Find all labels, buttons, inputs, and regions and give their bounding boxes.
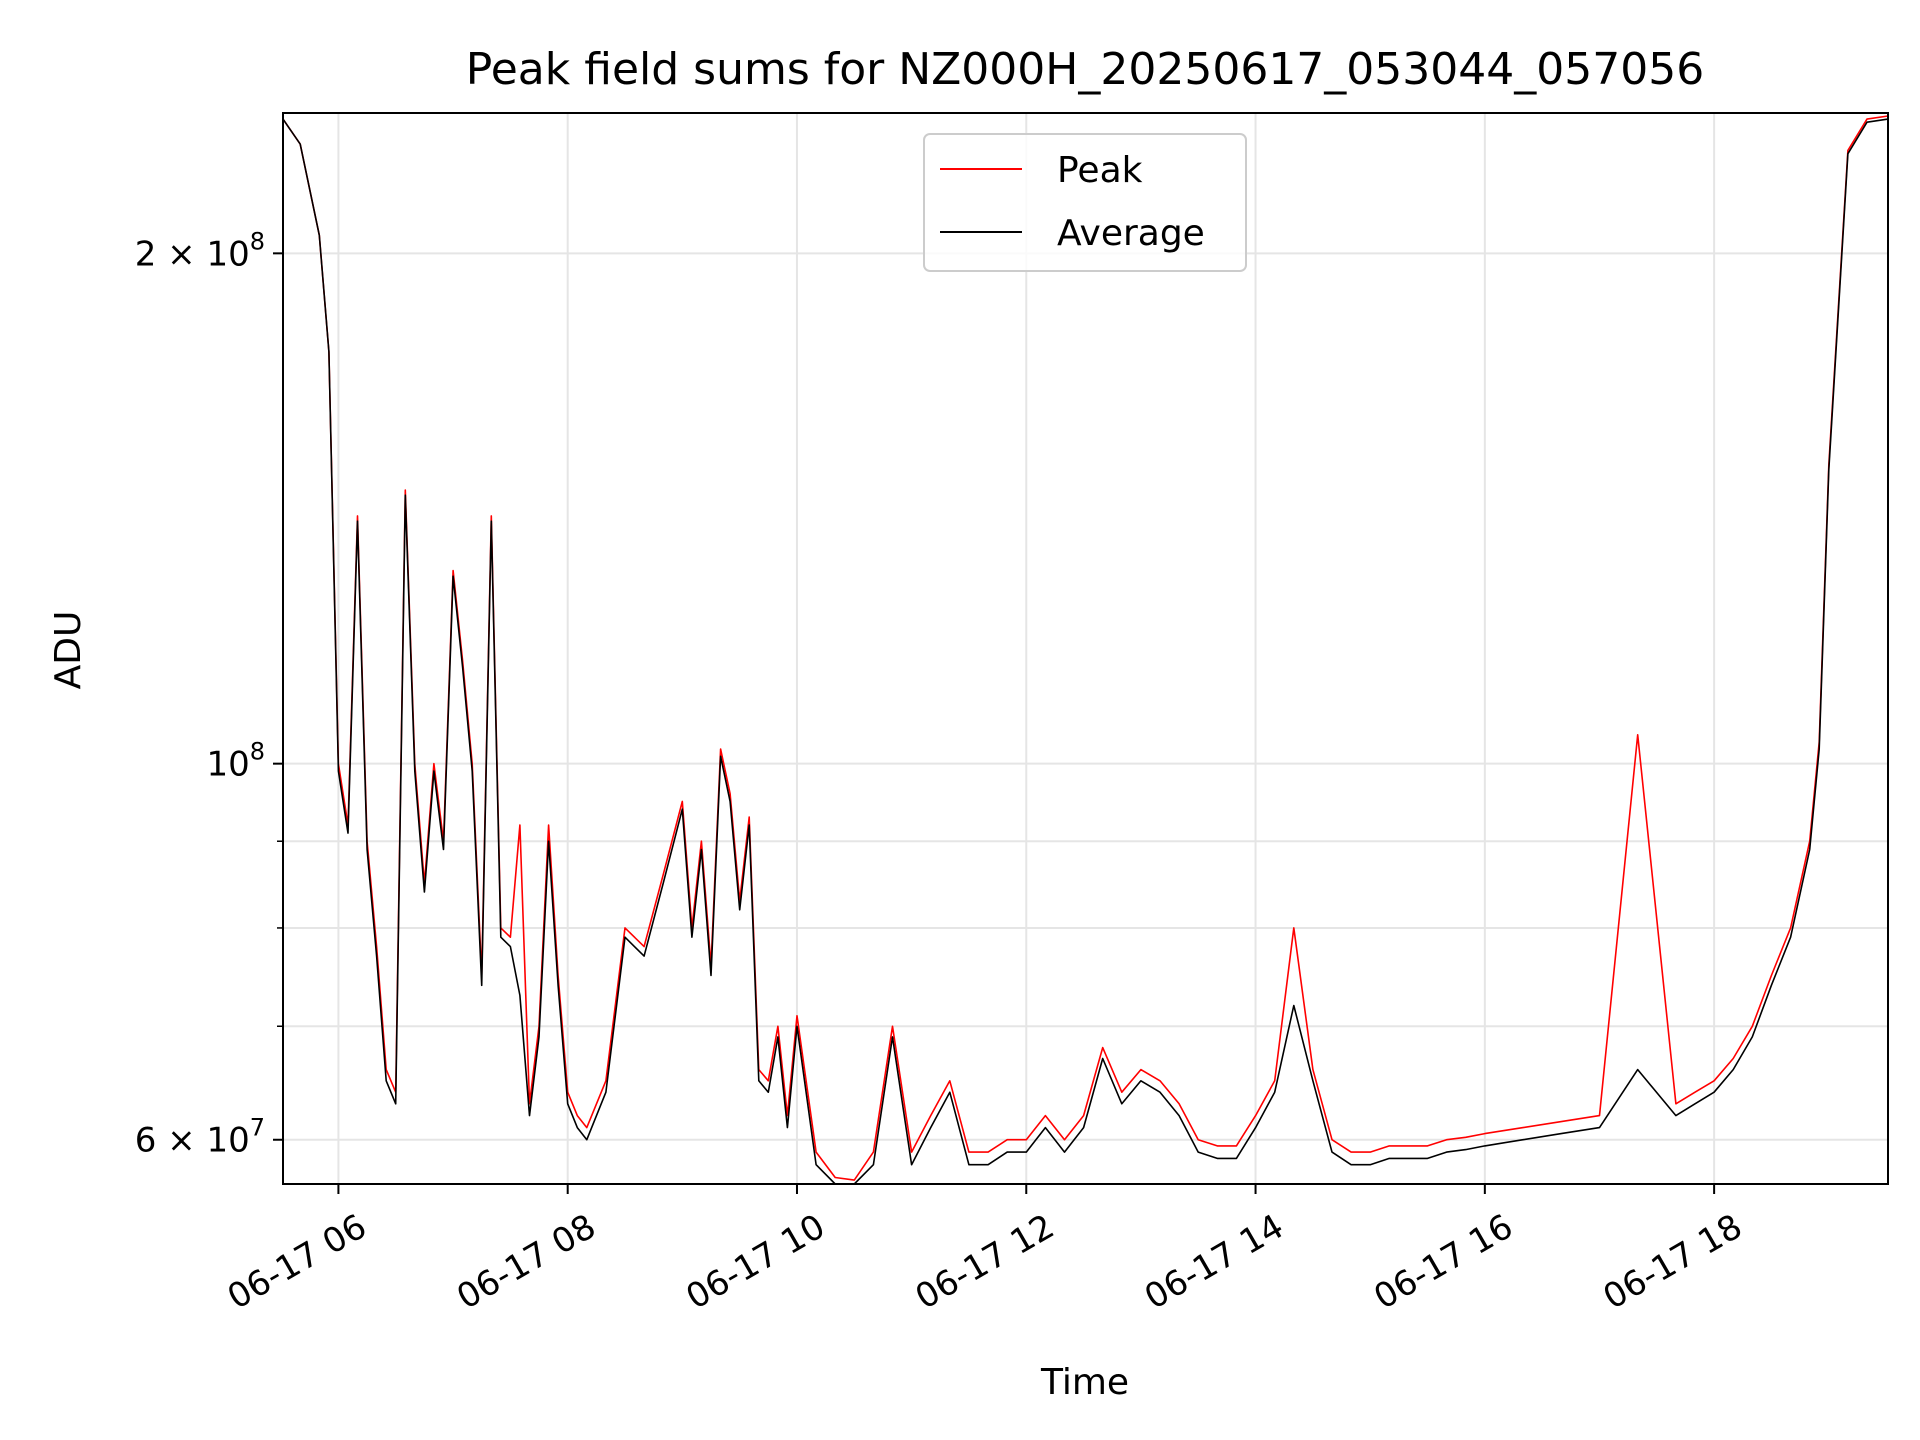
legend-label-average: Average bbox=[1057, 213, 1205, 254]
y-axis-ticks: 6 × 107 108 2 × 108 bbox=[135, 227, 283, 1161]
legend: Peak Average bbox=[923, 133, 1247, 272]
plot-frame bbox=[282, 112, 1889, 1185]
y-tick-label: 2 × 108 bbox=[135, 227, 265, 274]
y-tick-label: 6 × 107 bbox=[135, 1114, 265, 1161]
y-axis-label: ADU bbox=[48, 611, 89, 690]
x-axis-label: Time bbox=[1040, 1362, 1129, 1403]
y-tick-label: 108 bbox=[206, 738, 265, 785]
chart-title: Peak field sums for NZ000H_20250617_0530… bbox=[466, 44, 1704, 95]
legend-label-peak: Peak bbox=[1057, 150, 1143, 191]
grid-layer bbox=[283, 113, 1888, 1184]
